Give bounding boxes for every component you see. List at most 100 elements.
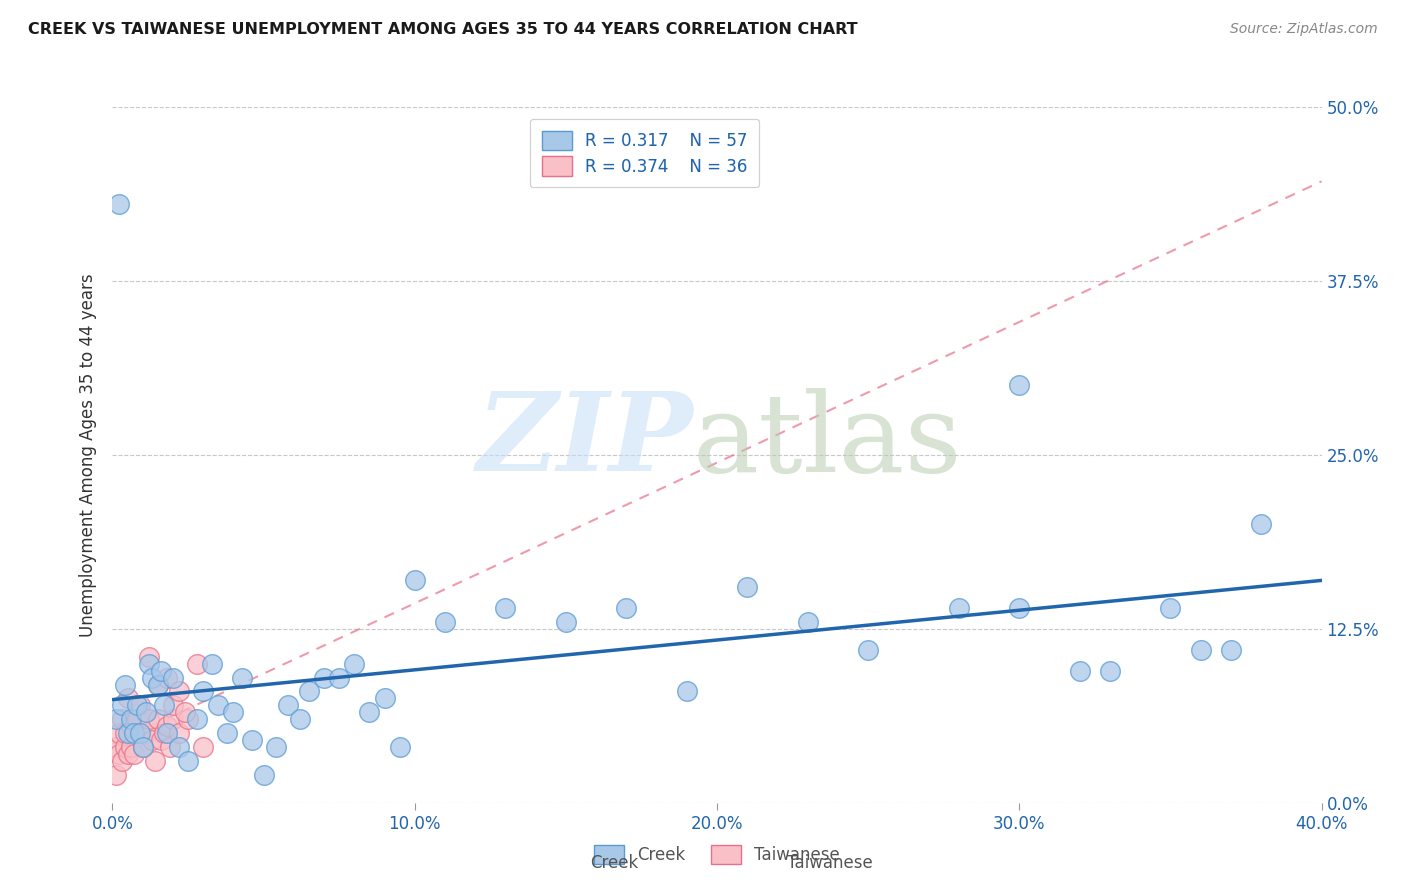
Point [177, 712, 200, 726]
Point [433, 615, 456, 629]
Legend: Creek, Taiwanese: Creek, Taiwanese [588, 838, 846, 871]
Point [122, 726, 145, 740]
Point [388, 740, 411, 755]
Point [107, 197, 129, 211]
Point [174, 706, 197, 720]
Point [288, 712, 311, 726]
Point [120, 712, 142, 726]
Point [186, 657, 208, 671]
Point [132, 740, 155, 755]
Point [167, 684, 190, 698]
Point [107, 747, 129, 761]
Point [117, 747, 139, 761]
Point [146, 677, 169, 691]
Point [374, 691, 396, 706]
Point [110, 754, 132, 768]
Point [110, 698, 132, 713]
Point [186, 712, 208, 726]
Point [737, 580, 759, 594]
Text: ZIP: ZIP [477, 387, 693, 495]
Point [162, 698, 184, 713]
Point [138, 649, 160, 664]
Point [146, 677, 169, 691]
Point [191, 684, 214, 698]
Point [298, 684, 321, 698]
Point [1098, 664, 1121, 678]
Point [343, 657, 366, 671]
Point [128, 726, 150, 740]
Point [125, 712, 148, 726]
Point [141, 671, 163, 685]
Point [948, 601, 970, 615]
Point [122, 747, 145, 761]
Point [616, 601, 638, 615]
Point [104, 740, 127, 755]
Text: Creek: Creek [591, 855, 638, 872]
Point [253, 768, 276, 782]
Point [191, 740, 214, 755]
Point [107, 726, 129, 740]
Point [177, 754, 200, 768]
Point [217, 726, 239, 740]
Point [132, 740, 155, 755]
Point [149, 664, 172, 678]
Point [1220, 642, 1243, 657]
Point [146, 712, 169, 726]
Point [114, 740, 136, 755]
Point [856, 642, 880, 657]
Point [1159, 601, 1181, 615]
Point [328, 671, 350, 685]
Point [675, 684, 697, 698]
Point [153, 698, 176, 713]
Point [117, 726, 139, 740]
Point [143, 754, 166, 768]
Point [138, 712, 160, 726]
Point [162, 671, 184, 685]
Point [167, 740, 190, 755]
Text: atlas: atlas [693, 387, 963, 494]
Point [222, 706, 245, 720]
Point [159, 740, 181, 755]
Point [231, 671, 253, 685]
Point [1250, 517, 1272, 532]
Point [128, 698, 150, 713]
Point [314, 671, 336, 685]
Point [796, 615, 818, 629]
Point [277, 698, 299, 713]
Point [138, 657, 160, 671]
Point [141, 733, 163, 747]
Point [120, 719, 142, 733]
Point [153, 726, 176, 740]
Point [264, 740, 287, 755]
Y-axis label: Unemployment Among Ages 35 to 44 years: Unemployment Among Ages 35 to 44 years [79, 273, 97, 637]
Point [554, 615, 576, 629]
Point [114, 677, 136, 691]
Point [240, 733, 263, 747]
Point [207, 698, 229, 713]
Point [495, 601, 517, 615]
Point [149, 733, 172, 747]
Point [104, 712, 127, 726]
Text: CREEK VS TAIWANESE UNEMPLOYMENT AMONG AGES 35 TO 44 YEARS CORRELATION CHART: CREEK VS TAIWANESE UNEMPLOYMENT AMONG AG… [28, 22, 858, 37]
Text: Source: ZipAtlas.com: Source: ZipAtlas.com [1230, 22, 1378, 37]
Point [1189, 642, 1212, 657]
Point [1008, 601, 1031, 615]
Point [156, 719, 179, 733]
Point [125, 698, 148, 713]
Point [117, 691, 139, 706]
Point [120, 740, 142, 755]
Point [135, 706, 157, 720]
Point [1069, 664, 1091, 678]
Point [162, 712, 184, 726]
Point [135, 726, 157, 740]
Point [1008, 378, 1031, 392]
Point [156, 671, 179, 685]
Point [201, 657, 224, 671]
Point [359, 706, 381, 720]
Point [156, 726, 179, 740]
Point [404, 573, 426, 587]
Point [110, 712, 132, 726]
Point [114, 726, 136, 740]
Point [104, 768, 127, 782]
Text: Taiwanese: Taiwanese [787, 855, 873, 872]
